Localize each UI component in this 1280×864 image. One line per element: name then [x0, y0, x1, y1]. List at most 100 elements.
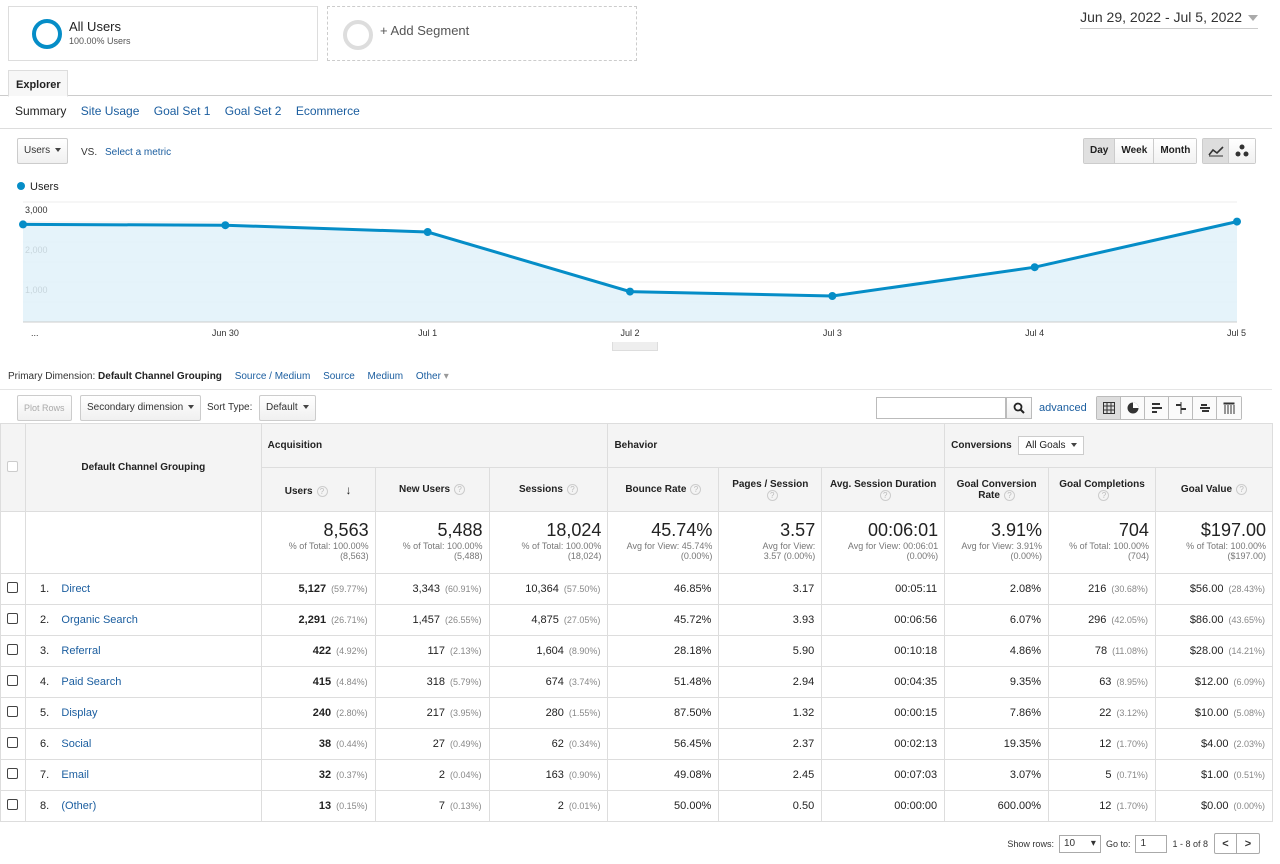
- dimension-source-medium[interactable]: Source / Medium: [234, 371, 311, 382]
- goal-value-value: $1.00: [1200, 769, 1229, 781]
- goal-completions-pct: (42.05%): [1111, 615, 1148, 625]
- col-goal-completions[interactable]: Goal Completions?: [1048, 467, 1156, 512]
- new-users-cell: 1,457 (26.55%): [374, 604, 490, 636]
- help-icon[interactable]: ?: [1236, 484, 1248, 495]
- row-dimension-link[interactable]: (Other): [61, 800, 97, 812]
- add-segment-button[interactable]: + Add Segment: [327, 6, 637, 61]
- users-value: 32: [318, 769, 332, 781]
- duration-cell: 00:07:03: [821, 759, 946, 791]
- row-checkbox[interactable]: [7, 582, 19, 593]
- caret-down-icon: [188, 405, 195, 410]
- duration-cell: 00:00:00: [821, 790, 946, 822]
- select-metric-link[interactable]: Select a metric: [105, 147, 172, 158]
- row-checkbox[interactable]: [7, 613, 19, 624]
- row-dimension-link[interactable]: Social: [61, 738, 92, 750]
- segment-all-users[interactable]: All Users 100.00% Users: [8, 6, 318, 61]
- table-search-input[interactable]: [876, 397, 1006, 419]
- row-checkbox-cell: [0, 604, 26, 636]
- motion-chart-icon[interactable]: [1229, 139, 1255, 163]
- duration-cell: 00:00:15: [821, 697, 946, 729]
- show-rows-select[interactable]: 10 ▾: [1058, 834, 1101, 853]
- dimension-source[interactable]: Source: [323, 371, 355, 382]
- row-checkbox[interactable]: [7, 644, 19, 655]
- select-all-checkbox[interactable]: [7, 460, 19, 472]
- pivot-icon[interactable]: [1217, 397, 1241, 419]
- row-dimension-link[interactable]: Email: [61, 769, 89, 781]
- col-sessions[interactable]: Sessions?: [488, 467, 609, 512]
- new-users-value: 217: [426, 707, 445, 719]
- subtab-summary[interactable]: Summary: [15, 104, 67, 118]
- week-button[interactable]: Week: [1114, 139, 1154, 163]
- help-icon[interactable]: ?: [1003, 489, 1015, 501]
- pie-chart-icon[interactable]: [1121, 397, 1145, 419]
- next-page-icon[interactable]: >: [1244, 837, 1252, 850]
- subtab-site-usage[interactable]: Site Usage: [80, 104, 140, 118]
- col-bounce-rate[interactable]: Bounce Rate?: [607, 467, 720, 512]
- plot-rows-button[interactable]: Plot Rows: [17, 395, 72, 421]
- help-icon[interactable]: ?: [879, 489, 891, 501]
- sort-type-dropdown[interactable]: Default: [259, 395, 316, 421]
- col-goal-conversion-rate[interactable]: Goal Conversion Rate?: [944, 467, 1050, 512]
- comparison-icon[interactable]: [1169, 397, 1193, 419]
- help-icon[interactable]: ?: [766, 489, 778, 501]
- dimension-medium[interactable]: Medium: [367, 371, 404, 382]
- row-index: 6.: [39, 738, 50, 750]
- row-dimension-link[interactable]: Referral: [61, 645, 101, 657]
- advanced-filter-link[interactable]: advanced: [1039, 402, 1087, 414]
- help-icon[interactable]: ?: [566, 484, 578, 495]
- help-icon[interactable]: ?: [454, 484, 466, 495]
- row-index: 4.: [39, 676, 50, 688]
- tab-explorer[interactable]: Explorer: [8, 70, 68, 97]
- bounce-rate-cell: 49.08%: [607, 759, 720, 791]
- subtab-ecommerce[interactable]: Ecommerce: [295, 104, 360, 118]
- bounce-rate-cell: 50.00%: [607, 790, 720, 822]
- metric-dropdown[interactable]: Users: [17, 138, 69, 164]
- row-dimension-link[interactable]: Display: [61, 707, 98, 719]
- term-cloud-icon[interactable]: [1193, 397, 1217, 419]
- col-users[interactable]: Users? ↓: [260, 467, 376, 512]
- month-button[interactable]: Month: [1153, 139, 1197, 163]
- sessions-value: 2: [557, 800, 564, 812]
- goal-value-pct: (43.65%): [1228, 615, 1265, 625]
- subtab-goal-set-1[interactable]: Goal Set 1: [153, 104, 211, 118]
- duration-cell: 00:02:13: [821, 728, 946, 760]
- goto-input[interactable]: 1: [1135, 834, 1168, 853]
- help-icon[interactable]: ?: [316, 485, 328, 497]
- chart-resize-handle[interactable]: [612, 342, 658, 351]
- goal-conversion-rate-cell: 9.35%: [944, 666, 1050, 698]
- dimension-header[interactable]: Default Channel Grouping: [24, 423, 262, 512]
- subtab-goal-set-2[interactable]: Goal Set 2: [224, 104, 282, 118]
- row-checkbox[interactable]: [7, 675, 19, 686]
- day-button[interactable]: Day: [1084, 139, 1115, 163]
- col-pages-session[interactable]: Pages / Session?: [718, 467, 823, 512]
- row-checkbox[interactable]: [7, 737, 19, 748]
- row-dimension-link[interactable]: Organic Search: [61, 614, 138, 626]
- secondary-dimension-dropdown[interactable]: Secondary dimension: [80, 395, 202, 421]
- prev-page-icon[interactable]: <: [1215, 834, 1237, 853]
- col-new-users[interactable]: New Users?: [374, 467, 490, 512]
- row-checkbox[interactable]: [7, 706, 19, 717]
- data-table-icon[interactable]: [1097, 397, 1121, 419]
- performance-icon[interactable]: [1145, 397, 1169, 419]
- col-goal-value[interactable]: Goal Value?: [1154, 467, 1274, 512]
- x-tick-label: Jul 2: [620, 328, 639, 338]
- totals-row: 8,563% of Total: 100.00% (8,563) 5,488% of…: [0, 511, 1274, 574]
- goal-completions-pct: (1.70%): [1116, 739, 1148, 749]
- goal-select-dropdown[interactable]: All Goals: [1018, 436, 1084, 455]
- help-icon[interactable]: ?: [1098, 489, 1110, 501]
- search-button[interactable]: [1006, 397, 1032, 419]
- help-icon[interactable]: ?: [690, 484, 702, 495]
- caret-down-icon: [302, 405, 309, 410]
- users-pct: (59.77%): [331, 584, 368, 594]
- row-dimension-link[interactable]: Direct: [61, 583, 91, 595]
- row-checkbox[interactable]: [7, 768, 19, 779]
- x-tick-label: Jul 1: [418, 328, 437, 338]
- row-checkbox[interactable]: [7, 799, 19, 810]
- col-avg-session-duration[interactable]: Avg. Session Duration?: [821, 467, 946, 512]
- goal-value-cell: $12.00 (6.09%): [1154, 666, 1274, 698]
- dimension-other[interactable]: Other ▾: [416, 371, 449, 382]
- row-dimension-link[interactable]: Paid Search: [61, 676, 122, 688]
- goal-value-value: $10.00: [1194, 707, 1229, 719]
- line-chart-icon[interactable]: [1203, 139, 1229, 163]
- date-range-picker[interactable]: Jun 29, 2022 - Jul 5, 2022: [1080, 9, 1258, 29]
